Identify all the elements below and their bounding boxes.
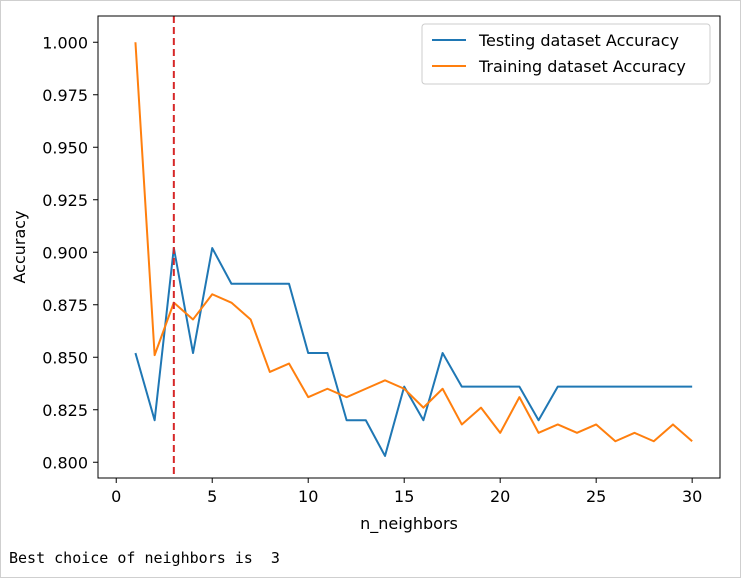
y-tick-label: 0.800 [42, 453, 88, 472]
x-tick-label: 20 [490, 487, 510, 506]
series-line-training [134, 42, 693, 443]
series-line-testing [134, 247, 693, 457]
series-lines [134, 42, 693, 457]
legend-box [421, 23, 711, 85]
x-axis-ticks: 0 5 10 15 20 25 30 [111, 478, 702, 506]
y-tick-label: 0.925 [42, 191, 88, 210]
legend-label-testing: Testing dataset Accuracy [478, 31, 679, 50]
plot-frame [97, 15, 721, 479]
plot-background [98, 16, 720, 478]
y-tick-label: 0.850 [42, 348, 88, 367]
legend: Testing dataset Accuracy Training datase… [421, 23, 711, 85]
y-axis-label: Accuracy [10, 210, 29, 283]
y-tick-label: 0.975 [42, 86, 88, 105]
y-tick-label: 0.950 [42, 138, 88, 157]
x-tick-label: 5 [207, 487, 217, 506]
best-neighbors-output: Best choice of neighbors is 3 [9, 549, 280, 567]
legend-label-training: Training dataset Accuracy [478, 57, 686, 76]
accuracy-line-chart: 0 5 10 15 20 25 30 0.8000.8250.8500.8750.9000.… [10, 15, 721, 534]
y-tick-label: 0.875 [42, 296, 88, 315]
x-tick-label: 10 [298, 487, 318, 506]
x-tick-label: 25 [586, 487, 606, 506]
x-tick-label: 30 [682, 487, 702, 506]
y-tick-label: 1.000 [42, 33, 88, 52]
y-tick-label: 0.825 [42, 401, 88, 420]
x-axis-label: n_neighbors [360, 514, 458, 534]
y-axis-ticks: 0.800 0.825 0.850 0.875 0.900 0.925 0.950 0.975… [42, 33, 98, 472]
y-tick-label: 0.900 [42, 243, 88, 262]
x-tick-label: 0 [111, 487, 121, 506]
x-tick-label: 15 [394, 487, 414, 506]
